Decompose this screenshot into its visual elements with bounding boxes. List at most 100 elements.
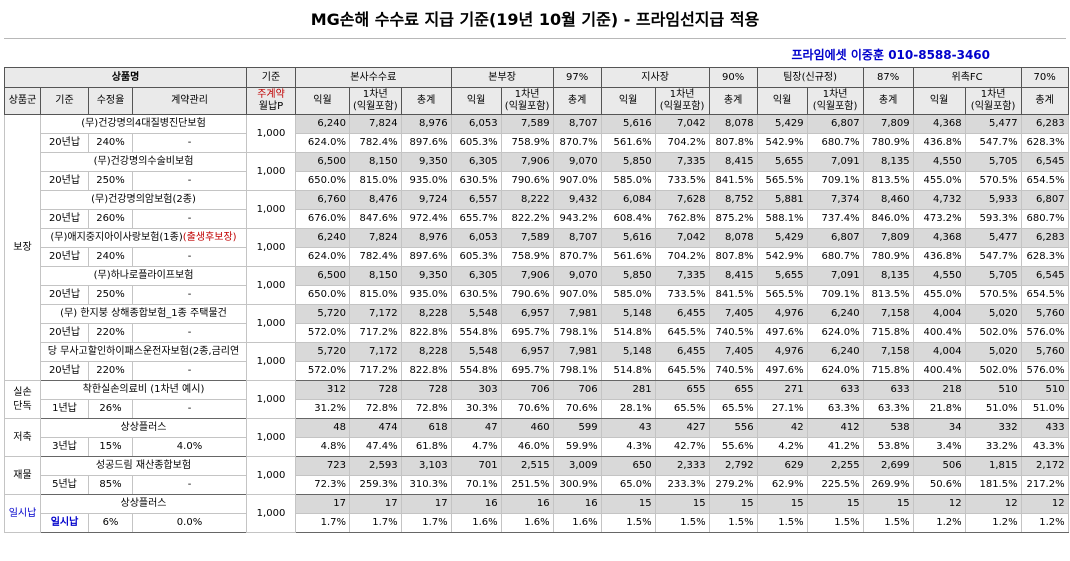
amount-cell: 8,707 <box>552 114 602 134</box>
product-row: 재물 성공드림 재산종합보험 1,000 723 2,593 3,103 701 2,515 3… <box>4 456 1069 495</box>
percent-cell: 542.9% <box>756 133 808 153</box>
amount-cell: 4,368 <box>912 228 966 248</box>
amount-cell: 1,815 <box>964 456 1022 476</box>
percent-cell: 907.0% <box>552 285 602 305</box>
header-y1: 1차년 (익월포함) <box>964 87 1022 115</box>
amount-cell: 474 <box>349 418 402 438</box>
amount-cell: 3,009 <box>552 456 602 476</box>
amount-cell: 15 <box>862 494 914 514</box>
base-premium: 1,000 <box>246 418 296 457</box>
percent-cell: 251.5% <box>500 475 554 495</box>
percent-cell: 798.1% <box>552 323 602 343</box>
header-y1-line1: 1차년 <box>669 89 695 100</box>
percent-cell: 63.3% <box>862 399 914 419</box>
percent-cell: 59.9% <box>552 437 602 457</box>
percent-cell: 41.2% <box>806 437 864 457</box>
product-row: (무)건강명의암보험(2종) 1,000 6,760 8,476 9,724 6,557 8… <box>5 190 1069 229</box>
amount-cell: 7,589 <box>500 114 554 134</box>
header-basis: 기준 <box>246 67 296 88</box>
amount-cell: 633 <box>806 380 864 400</box>
percent-cell: 605.3% <box>450 133 502 153</box>
header-y1-line2: (익월포함) <box>970 101 1016 112</box>
adjust-rate: 26% <box>88 399 133 419</box>
amount-cell: 655 <box>708 380 758 400</box>
percent-cell: 585.0% <box>600 171 656 191</box>
header-fc-pct: 70% <box>1020 67 1069 88</box>
contract-mgmt: - <box>132 475 247 495</box>
header-y1-line2: (익월포함) <box>504 101 550 112</box>
amount-cell: 728 <box>349 380 402 400</box>
header-total: 총계 <box>862 87 914 115</box>
amount-cell: 618 <box>400 418 452 438</box>
product-name-text: 당 무사고할인하이패스운전자보험(2종,금리연 <box>47 346 240 357</box>
percent-cell: 822.2% <box>500 209 554 229</box>
product-name-text: (무) 한지붕 상해종합보험_1종 주택물건 <box>60 308 227 319</box>
amount-cell: 9,350 <box>400 152 452 172</box>
amount-cell: 706 <box>552 380 602 400</box>
product-name-text: (무)하나로플라이프보험 <box>93 270 194 281</box>
payment-term: 3년납 <box>40 437 89 457</box>
percent-cell: 1.5% <box>862 513 914 533</box>
percent-cell: 628.3% <box>1020 133 1069 153</box>
percent-cell: 497.6% <box>756 323 808 343</box>
percent-cell: 55.6% <box>708 437 758 457</box>
payment-term: 20년납 <box>40 247 89 267</box>
percent-cell: 473.2% <box>912 209 966 229</box>
header-contract-mgmt: 계약관리 <box>132 87 247 115</box>
percent-cell: 695.7% <box>500 323 554 343</box>
percent-cell: 733.5% <box>654 285 710 305</box>
percent-cell: 897.6% <box>400 133 452 153</box>
amount-cell: 5,477 <box>964 114 1022 134</box>
group-label: 재물 <box>4 456 41 495</box>
percent-cell: 31.2% <box>295 399 350 419</box>
percent-cell: 815.0% <box>349 171 402 191</box>
percent-cell: 1.6% <box>500 513 554 533</box>
amount-cell: 5,655 <box>756 266 808 286</box>
product-pct-row: 20년납 250% - 650.0% 815.0% 935.0% 630.5% 790.6% 9… <box>5 171 1069 191</box>
header-product: 상품명 <box>4 67 247 88</box>
amount-cell: 8,415 <box>708 152 758 172</box>
amount-cell: 8,150 <box>349 266 402 286</box>
amount-cell: 7,335 <box>654 266 710 286</box>
amount-cell: 2,515 <box>500 456 554 476</box>
percent-cell: 542.9% <box>756 247 808 267</box>
amount-cell: 7,042 <box>654 114 710 134</box>
amount-cell: 7,172 <box>349 304 402 324</box>
product-name-text: (무)건강명의암보험(2종) <box>91 194 196 205</box>
percent-cell: 269.9% <box>862 475 914 495</box>
amount-cell: 6,545 <box>1020 152 1069 172</box>
product-name-text: 착한실손의료비 (1차년 예시) <box>82 384 205 395</box>
adjust-rate: 260% <box>88 209 133 229</box>
percent-cell: 4.8% <box>295 437 350 457</box>
amount-cell: 7,042 <box>654 228 710 248</box>
amount-cell: 8,460 <box>862 190 914 210</box>
product-name: (무)하나로플라이프보험 <box>40 266 247 286</box>
percent-cell: 654.5% <box>1020 171 1069 191</box>
amount-cell: 2,699 <box>862 456 914 476</box>
percent-cell: 650.0% <box>295 171 350 191</box>
amount-cell: 7,589 <box>500 228 554 248</box>
adjust-rate: 85% <box>88 475 133 495</box>
adjust-rate: 250% <box>88 171 133 191</box>
percent-cell: 870.7% <box>552 247 602 267</box>
percent-cell: 70.6% <box>552 399 602 419</box>
percent-cell: 4.2% <box>756 437 808 457</box>
percent-cell: 717.2% <box>349 361 402 381</box>
amount-cell: 8,078 <box>708 114 758 134</box>
amount-cell: 6,957 <box>500 342 554 362</box>
amount-cell: 5,705 <box>964 266 1022 286</box>
product-row: (무)애지중지아이사랑보험(1종)(출생후보장) 1,000 6,240 7,824 8… <box>5 228 1069 267</box>
percent-cell: 30.3% <box>450 399 502 419</box>
percent-cell: 561.6% <box>600 247 656 267</box>
product-pct-row: 3년납 15% 4.0% 4.8% 47.4% 61.8% 4.7% 46.0% 59.9% 4.… <box>5 437 1069 457</box>
amount-cell: 7,405 <box>708 342 758 362</box>
product-name: 당 무사고할인하이패스운전자보험(2종,금리연 <box>40 342 247 362</box>
percent-cell: 758.9% <box>500 133 554 153</box>
amount-cell: 2,172 <box>1020 456 1069 476</box>
percent-cell: 61.8% <box>400 437 452 457</box>
percent-cell: 300.9% <box>552 475 602 495</box>
amount-cell: 17 <box>349 494 402 514</box>
amount-cell: 7,628 <box>654 190 710 210</box>
product-name: (무)건강명의수술비보험 <box>40 152 247 172</box>
base-premium: 1,000 <box>246 342 296 381</box>
